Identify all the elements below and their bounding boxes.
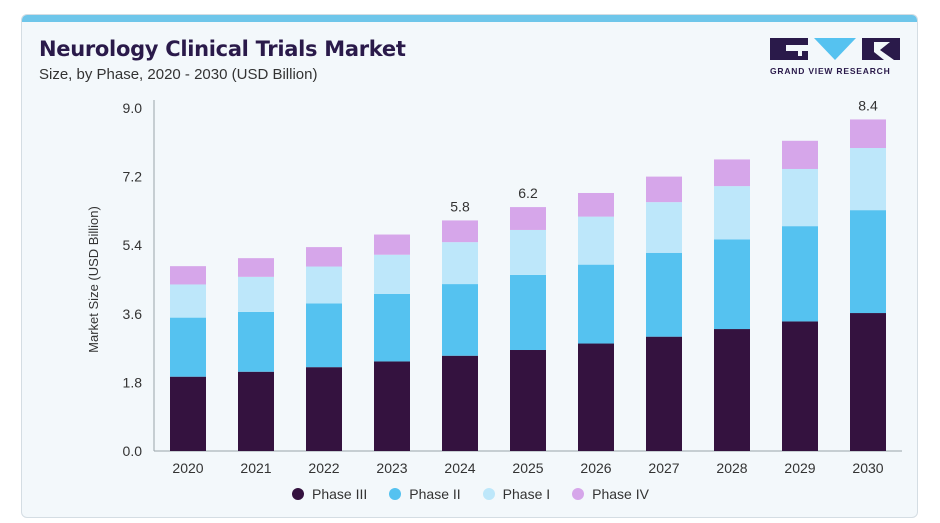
bar-segment-phase-iv bbox=[374, 234, 410, 255]
logo-text: GRAND VIEW RESEARCH bbox=[770, 66, 891, 76]
bar-segment-phase-ii bbox=[306, 303, 342, 368]
bar-segment-phase-iii bbox=[510, 350, 546, 451]
bar-segment-phase-iii bbox=[850, 313, 886, 451]
bar-segment-phase-ii bbox=[782, 226, 818, 322]
bar-segment-phase-ii bbox=[646, 252, 682, 337]
legend-label: Phase I bbox=[502, 486, 551, 502]
bar-segment-phase-iv bbox=[850, 119, 886, 149]
bar-segment-phase-iii bbox=[170, 376, 206, 451]
bar-segment-phase-iii bbox=[306, 367, 342, 451]
chart-card: Neurology Clinical Trials Market Size, b… bbox=[21, 14, 918, 518]
bar-segment-phase-iv bbox=[306, 247, 342, 267]
bar-segment-phase-ii bbox=[238, 311, 274, 372]
x-tick-label: 2024 bbox=[444, 460, 475, 476]
y-axis-label: Market Size (USD Billion) bbox=[86, 206, 101, 353]
bar-segment-phase-iii bbox=[714, 329, 750, 451]
x-tick-label: 2029 bbox=[784, 460, 815, 476]
bar-segment-phase-ii bbox=[442, 284, 478, 356]
x-tick-label: 2030 bbox=[852, 460, 883, 476]
bar-segment-phase-iv bbox=[238, 258, 274, 277]
legend-swatch bbox=[482, 488, 495, 500]
stacked-bar-chart: 0.0 1.8 3.6 5.4 7.2 9.0 Market Size (USD Billi… bbox=[86, 97, 902, 476]
legend-item: Phase IV bbox=[572, 486, 649, 502]
y-tick-label: 1.8 bbox=[123, 374, 143, 390]
y-tick-label: 0.0 bbox=[123, 443, 143, 459]
legend-label: Phase III bbox=[312, 486, 368, 502]
x-tick-label: 2023 bbox=[376, 460, 407, 476]
bar-segment-phase-iv bbox=[170, 266, 206, 285]
bar-segment-phase-i bbox=[782, 168, 818, 227]
y-tick-label: 3.6 bbox=[123, 306, 143, 322]
bar-segment-phase-iii bbox=[646, 336, 682, 451]
chart-subtitle: Size, by Phase, 2020 - 2030 (USD Billion… bbox=[39, 66, 318, 83]
bar-segment-phase-i bbox=[238, 276, 274, 312]
chart-legend: Phase III Phase II Phase I Phase IV bbox=[22, 486, 917, 502]
x-tick-label: 2026 bbox=[580, 460, 611, 476]
bar-segment-phase-iv bbox=[714, 159, 750, 187]
y-tick-label: 7.2 bbox=[123, 169, 143, 185]
bar-segment-phase-iv bbox=[782, 140, 818, 169]
bar-segment-phase-ii bbox=[510, 274, 546, 351]
x-tick-label: 2025 bbox=[512, 460, 543, 476]
data-label: 8.4 bbox=[858, 97, 878, 113]
legend-swatch bbox=[292, 488, 305, 500]
bar-segment-phase-i bbox=[306, 266, 342, 304]
data-label: 6.2 bbox=[518, 185, 538, 201]
x-tick-label: 2021 bbox=[240, 460, 271, 476]
legend-item: Phase III bbox=[292, 486, 367, 502]
bar-segment-phase-iv bbox=[510, 207, 546, 230]
y-tick-label: 9.0 bbox=[123, 100, 143, 116]
bar-segment-phase-iii bbox=[238, 371, 274, 451]
bar-segment-phase-iii bbox=[578, 343, 614, 451]
legend-label: Phase IV bbox=[592, 486, 649, 502]
bar-segment-phase-ii bbox=[170, 317, 206, 377]
legend-swatch bbox=[389, 488, 402, 500]
x-tick-label: 2028 bbox=[716, 460, 747, 476]
bar-segment-phase-iii bbox=[374, 361, 410, 451]
bar-segment-phase-iii bbox=[782, 321, 818, 451]
legend-item: Phase I bbox=[482, 486, 551, 502]
bar-segment-phase-iv bbox=[646, 176, 682, 203]
bar-segment-phase-iv bbox=[442, 220, 478, 243]
bar-segment-phase-i bbox=[170, 284, 206, 318]
bar-segment-phase-i bbox=[578, 216, 614, 265]
chart-title: Neurology Clinical Trials Market bbox=[39, 37, 406, 61]
bar-segment-phase-ii bbox=[578, 264, 614, 344]
legend-item: Phase II bbox=[389, 486, 461, 502]
bar-segment-phase-i bbox=[714, 186, 750, 240]
x-tick-label: 2022 bbox=[308, 460, 339, 476]
bar-segment-phase-i bbox=[646, 202, 682, 253]
bar-segment-phase-i bbox=[442, 242, 478, 285]
x-tick-label: 2020 bbox=[172, 460, 203, 476]
bar-segment-phase-ii bbox=[850, 210, 886, 314]
bar-segment-phase-i bbox=[374, 254, 410, 294]
top-accent-bar bbox=[22, 15, 917, 22]
bar-segment-phase-iii bbox=[442, 355, 478, 451]
bar-segment-phase-ii bbox=[714, 239, 750, 330]
bar-segment-phase-ii bbox=[374, 293, 410, 362]
legend-label: Phase II bbox=[409, 486, 461, 502]
grand-view-research-logo bbox=[770, 38, 900, 60]
x-tick-label: 2027 bbox=[648, 460, 679, 476]
legend-swatch bbox=[572, 488, 585, 500]
bar-segment-phase-iv bbox=[578, 192, 614, 217]
data-label: 5.8 bbox=[450, 198, 470, 214]
bar-segment-phase-i bbox=[510, 229, 546, 275]
y-tick-label: 5.4 bbox=[123, 237, 143, 253]
bar-segment-phase-i bbox=[850, 148, 886, 211]
